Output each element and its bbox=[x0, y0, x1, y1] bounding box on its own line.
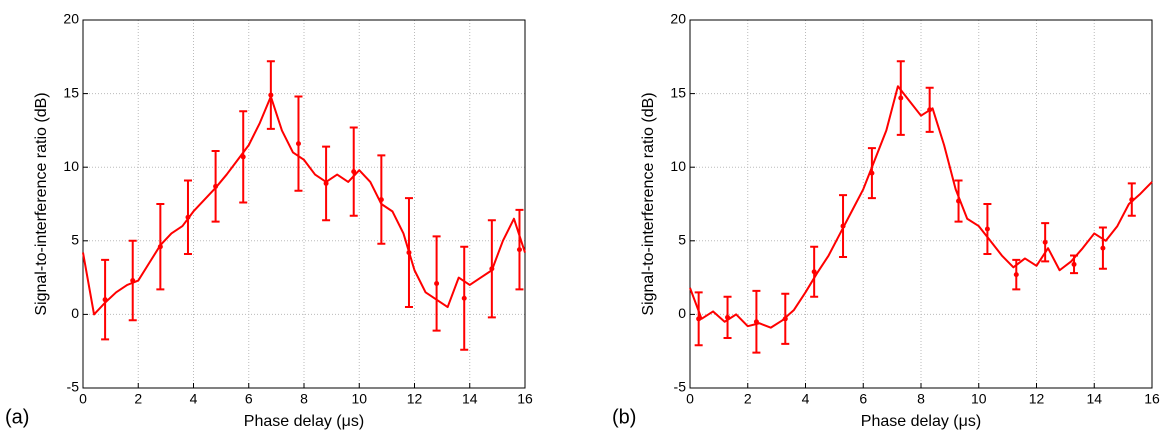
error-bar-center bbox=[956, 198, 962, 204]
error-bar-center bbox=[351, 169, 357, 175]
error-bar-center bbox=[927, 107, 933, 113]
error-bar-center bbox=[378, 197, 384, 203]
x-axis-label: Phase delay (μs) bbox=[244, 413, 364, 430]
x-tick-label: 4 bbox=[190, 391, 198, 407]
y-tick-label: 20 bbox=[670, 11, 686, 27]
x-tick-label: 16 bbox=[517, 391, 533, 407]
x-tick-label: 0 bbox=[686, 391, 694, 407]
error-bar-center bbox=[489, 266, 495, 272]
error-bar-center bbox=[516, 247, 522, 253]
error-bar-center bbox=[696, 316, 702, 322]
y-tick-label: 20 bbox=[63, 11, 79, 27]
y-tick-label: 5 bbox=[678, 232, 686, 248]
y-axis-label: Signal-to-interference ratio (dB) bbox=[640, 92, 657, 315]
error-bar-center bbox=[782, 316, 788, 322]
panel-label: (a) bbox=[5, 406, 29, 428]
y-tick-label: 5 bbox=[71, 232, 79, 248]
error-bar-center bbox=[102, 297, 108, 303]
x-tick-label: 12 bbox=[407, 391, 423, 407]
error-bar-center bbox=[323, 180, 329, 186]
error-bar-center bbox=[213, 183, 219, 189]
error-bar-center bbox=[130, 278, 136, 284]
error-bar-center bbox=[1129, 197, 1135, 203]
panel-label: (b) bbox=[612, 406, 636, 428]
y-tick-label: 0 bbox=[71, 305, 79, 321]
y-tick-label: 10 bbox=[63, 158, 79, 174]
x-tick-label: 0 bbox=[79, 391, 87, 407]
error-bar-center bbox=[240, 154, 246, 160]
y-axis-label: Signal-to-interference ratio (dB) bbox=[33, 92, 50, 315]
x-tick-label: 16 bbox=[1144, 391, 1160, 407]
error-bar-center bbox=[898, 95, 904, 101]
error-bar-center bbox=[753, 319, 759, 325]
x-tick-label: 2 bbox=[134, 391, 142, 407]
y-tick-label: 15 bbox=[670, 84, 686, 100]
y-tick-label: -5 bbox=[674, 379, 687, 395]
error-bar-center bbox=[1100, 245, 1106, 251]
x-tick-label: 6 bbox=[245, 391, 253, 407]
error-bar-center bbox=[1071, 261, 1077, 267]
x-tick-label: 6 bbox=[859, 391, 867, 407]
error-bar-center bbox=[725, 314, 731, 320]
y-tick-label: -5 bbox=[67, 379, 80, 395]
y-tick-label: 15 bbox=[63, 84, 79, 100]
error-bar-center bbox=[434, 280, 440, 286]
x-tick-label: 10 bbox=[971, 391, 987, 407]
x-tick-label: 12 bbox=[1029, 391, 1045, 407]
x-tick-label: 14 bbox=[462, 391, 478, 407]
x-tick-label: 4 bbox=[802, 391, 810, 407]
x-tick-label: 8 bbox=[917, 391, 925, 407]
error-bar-center bbox=[984, 226, 990, 232]
y-tick-label: 0 bbox=[678, 305, 686, 321]
error-bar-center bbox=[295, 141, 301, 147]
error-bar-center bbox=[840, 223, 846, 229]
x-tick-label: 14 bbox=[1086, 391, 1102, 407]
x-tick-label: 10 bbox=[351, 391, 367, 407]
error-bar-center bbox=[157, 244, 163, 250]
error-bar-center bbox=[268, 92, 274, 98]
error-bar-center bbox=[406, 250, 412, 256]
axes-box bbox=[82, 19, 526, 389]
error-bar-center bbox=[811, 269, 817, 275]
x-tick-label: 2 bbox=[744, 391, 752, 407]
error-bar-center bbox=[1013, 272, 1019, 278]
x-tick-label: 8 bbox=[300, 391, 308, 407]
axes-box bbox=[689, 19, 1153, 389]
y-tick-label: 10 bbox=[670, 158, 686, 174]
error-bar-center bbox=[869, 170, 875, 176]
error-bar-center bbox=[461, 295, 467, 301]
error-bar-center bbox=[185, 214, 191, 220]
x-axis-label: Phase delay (μs) bbox=[861, 413, 981, 430]
error-bar-center bbox=[1042, 239, 1048, 245]
data-line bbox=[82, 95, 526, 316]
